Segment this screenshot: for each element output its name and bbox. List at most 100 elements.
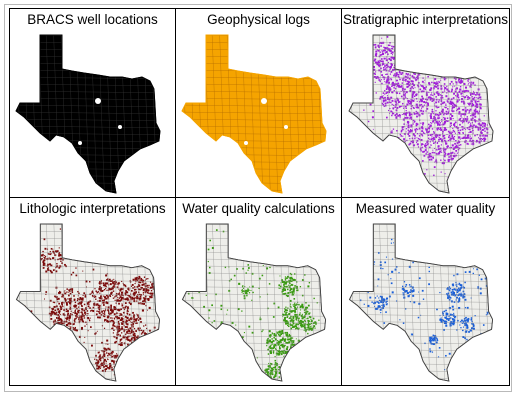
county-line xyxy=(182,55,326,59)
well-point xyxy=(44,256,46,259)
well-point xyxy=(53,253,55,254)
well-point xyxy=(442,111,444,113)
well-point xyxy=(131,329,133,331)
well-point xyxy=(421,113,422,114)
well-point xyxy=(105,306,107,308)
well-point xyxy=(119,335,121,337)
well-point xyxy=(477,97,479,99)
well-point xyxy=(97,361,99,364)
well-point xyxy=(294,313,297,316)
well-point xyxy=(435,153,437,155)
well-point xyxy=(133,294,136,297)
well-point xyxy=(44,264,46,266)
well-point xyxy=(113,318,116,320)
well-point xyxy=(411,75,414,78)
well-point xyxy=(241,290,244,292)
well-point xyxy=(42,264,45,266)
well-point xyxy=(410,124,413,127)
well-point xyxy=(479,292,482,295)
well-point xyxy=(470,125,472,127)
well-point xyxy=(130,316,132,318)
well-point xyxy=(443,328,445,331)
well-point xyxy=(408,130,411,133)
well-point xyxy=(83,317,86,319)
well-point xyxy=(391,45,393,47)
well-point xyxy=(98,365,101,368)
well-point xyxy=(54,320,56,322)
well-point xyxy=(64,292,67,295)
well-point xyxy=(450,138,453,140)
well-point xyxy=(476,268,478,271)
well-point xyxy=(417,316,420,319)
well-point xyxy=(404,105,407,108)
well-point xyxy=(268,365,270,366)
well-point xyxy=(111,353,113,355)
well-point xyxy=(132,324,134,326)
well-point xyxy=(284,282,287,285)
well-point xyxy=(400,105,402,107)
well-point xyxy=(396,106,399,109)
well-point xyxy=(382,95,384,96)
well-point xyxy=(131,284,134,286)
well-point xyxy=(480,128,482,130)
well-point xyxy=(389,88,392,91)
well-point xyxy=(55,267,57,269)
well-point xyxy=(480,130,482,132)
well-point xyxy=(377,49,380,52)
well-point xyxy=(134,283,136,285)
well-point xyxy=(410,333,412,335)
well-point xyxy=(371,116,374,119)
well-point xyxy=(107,296,109,299)
well-point xyxy=(386,80,389,83)
well-point xyxy=(390,57,393,59)
well-point xyxy=(290,343,293,346)
well-point xyxy=(135,319,138,322)
well-point xyxy=(280,333,283,336)
well-point xyxy=(432,138,435,140)
well-point xyxy=(391,114,393,117)
well-point xyxy=(472,98,475,101)
well-point xyxy=(294,285,296,287)
well-point xyxy=(55,314,57,316)
well-point xyxy=(114,283,116,285)
well-point xyxy=(473,119,476,122)
well-point xyxy=(105,360,107,362)
well-point xyxy=(80,302,82,305)
well-point xyxy=(124,302,127,304)
well-point xyxy=(373,60,376,62)
well-point xyxy=(120,328,122,331)
well-point xyxy=(390,282,393,285)
well-point xyxy=(103,355,106,357)
well-point xyxy=(280,282,282,284)
well-point xyxy=(445,148,447,150)
well-point xyxy=(266,345,268,347)
well-point xyxy=(390,59,392,62)
well-point xyxy=(265,371,267,373)
well-point xyxy=(103,302,105,304)
well-point xyxy=(271,342,274,344)
well-point xyxy=(455,299,457,301)
well-point xyxy=(479,103,481,105)
well-point xyxy=(46,268,49,270)
well-point xyxy=(451,110,454,113)
well-point xyxy=(470,318,472,320)
well-point xyxy=(404,140,406,142)
well-point xyxy=(400,90,402,92)
well-point xyxy=(425,144,428,147)
well-point xyxy=(126,313,128,315)
well-point xyxy=(399,70,401,72)
well-point xyxy=(129,300,131,302)
well-point xyxy=(46,257,49,261)
well-point xyxy=(40,258,42,260)
well-point xyxy=(209,266,211,269)
well-point xyxy=(422,122,425,125)
well-point xyxy=(435,86,438,88)
well-point xyxy=(386,300,388,303)
well-point xyxy=(391,83,393,85)
well-point xyxy=(92,268,95,271)
well-point xyxy=(130,328,132,330)
county-line xyxy=(182,307,326,310)
well-point xyxy=(285,312,287,314)
well-point xyxy=(69,322,72,325)
well-point xyxy=(450,157,453,160)
